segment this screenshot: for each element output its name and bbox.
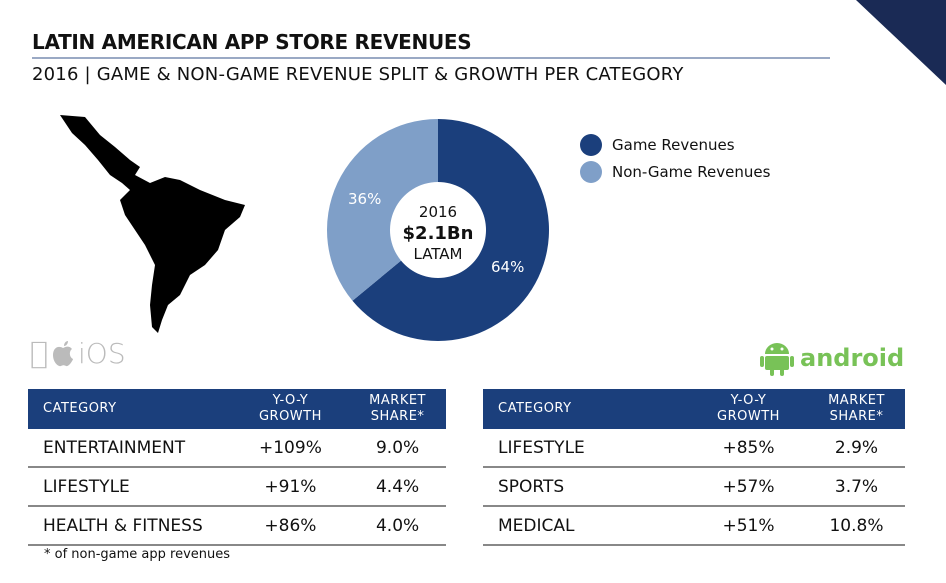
android-robot-icon bbox=[760, 343, 794, 376]
table-row: ENTERTAINMENT +109% 9.0% bbox=[28, 429, 446, 468]
table-header: CATEGORY Y-O-Y GROWTH MARKET SHARE* bbox=[28, 389, 446, 429]
legend-swatch bbox=[580, 161, 602, 183]
cell-growth: +51% bbox=[689, 506, 808, 546]
title-divider bbox=[32, 57, 830, 59]
cell-growth: +57% bbox=[689, 467, 808, 507]
ios-label: iOS bbox=[60, 336, 126, 370]
cell-category: HEALTH & FITNESS bbox=[28, 506, 232, 546]
cell-category: LIFESTYLE bbox=[28, 467, 232, 507]
donut-slice-game bbox=[352, 119, 549, 341]
cell-category: SPORTS bbox=[483, 467, 689, 507]
table-row: SPORTS +57% 3.7% bbox=[483, 467, 905, 507]
android-table: CATEGORY Y-O-Y GROWTH MARKET SHARE* LIFEST… bbox=[483, 389, 905, 546]
header-growth: Y-O-Y GROWTH bbox=[231, 389, 350, 429]
cell-growth: +91% bbox=[231, 467, 350, 507]
cell-growth: +85% bbox=[689, 429, 808, 468]
table-row: LIFESTYLE +85% 2.9% bbox=[483, 429, 905, 468]
cell-category: ENTERTAINMENT bbox=[28, 429, 232, 468]
cell-share: 10.8% bbox=[808, 506, 905, 546]
header-growth: Y-O-Y GROWTH bbox=[689, 389, 808, 429]
table-row: MEDICAL +51% 10.8% bbox=[483, 506, 905, 546]
latin-america-map bbox=[60, 115, 245, 333]
cell-share: 3.7% bbox=[808, 467, 905, 507]
corner-decoration bbox=[856, 0, 946, 85]
legend-swatch bbox=[580, 134, 602, 156]
page-title: LATIN AMERICAN APP STORE REVENUES bbox=[32, 30, 472, 54]
apple-icon-shape bbox=[53, 340, 74, 366]
cell-growth: +109% bbox=[231, 429, 350, 468]
header-category: CATEGORY bbox=[483, 389, 689, 429]
table-row: LIFESTYLE +91% 4.4% bbox=[28, 467, 446, 507]
center-region: LATAM bbox=[413, 245, 463, 263]
legend-label: Game Revenues bbox=[612, 136, 735, 154]
legend-non-game: Non-Game Revenues bbox=[580, 161, 770, 183]
legend-game: Game Revenues bbox=[580, 134, 735, 156]
donut-chart bbox=[327, 119, 549, 341]
donut-slice-non-game bbox=[327, 119, 438, 301]
ios-logo:  iOS bbox=[30, 336, 126, 371]
apple-icon:  bbox=[30, 336, 48, 371]
ios-table: CATEGORY Y-O-Y GROWTH MARKET SHARE* ENTERT… bbox=[28, 389, 446, 546]
center-total: $2.1Bn bbox=[402, 223, 474, 244]
header-share: MARKET SHARE* bbox=[349, 389, 446, 429]
cell-growth: +86% bbox=[231, 506, 350, 546]
android-label: android bbox=[800, 344, 905, 372]
cell-share: 2.9% bbox=[808, 429, 905, 468]
cell-share: 4.0% bbox=[349, 506, 446, 546]
header-share: MARKET SHARE* bbox=[808, 389, 905, 429]
legend-label: Non-Game Revenues bbox=[612, 163, 771, 181]
slice-label-non-game: 36% bbox=[348, 190, 382, 208]
table-header: CATEGORY Y-O-Y GROWTH MARKET SHARE* bbox=[483, 389, 905, 429]
cell-category: MEDICAL bbox=[483, 506, 689, 546]
header-category: CATEGORY bbox=[28, 389, 232, 429]
table-row: HEALTH & FITNESS +86% 4.0% bbox=[28, 506, 446, 546]
android-logo: android bbox=[760, 340, 904, 376]
slice-label-game: 64% bbox=[491, 258, 525, 276]
footnote: * of non-game app revenues bbox=[44, 547, 231, 562]
cell-share: 9.0% bbox=[349, 429, 446, 468]
cell-share: 4.4% bbox=[349, 467, 446, 507]
page-subtitle: 2016 | GAME & NON-GAME REVENUE SPLIT & G… bbox=[32, 64, 684, 85]
center-year: 2016 bbox=[418, 203, 458, 221]
cell-category: LIFESTYLE bbox=[483, 429, 689, 468]
